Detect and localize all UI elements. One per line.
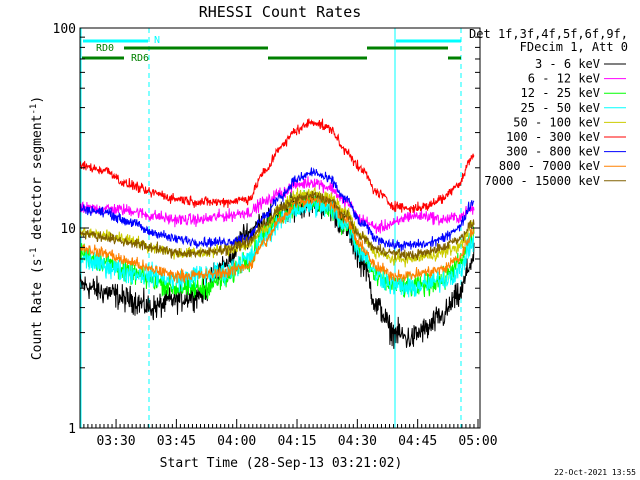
chart-title: RHESSI Count Rates xyxy=(199,3,362,21)
legend-label: 3 - 6 keV xyxy=(535,57,600,71)
x-tick-label: 03:30 xyxy=(96,434,135,449)
x-tick-label: 04:45 xyxy=(398,434,437,449)
rd6-mark-label: RD6 xyxy=(131,53,149,64)
legend-header-line-1: Det 1f,3f,4f,5f,6f,9f, xyxy=(469,27,628,41)
y-tick-label: 1 xyxy=(68,422,76,437)
y-axis-label-sup2: -1 xyxy=(29,104,39,115)
legend-label: 100 - 300 keV xyxy=(506,130,600,144)
legend-label: 800 - 7000 keV xyxy=(499,159,600,173)
y-axis-label-part3: ) xyxy=(30,96,45,104)
n-mark-label: N xyxy=(154,35,160,46)
x-tick-label: 03:45 xyxy=(157,434,196,449)
legend-label: 12 - 25 keV xyxy=(521,86,600,100)
x-tick-label: 05:00 xyxy=(458,434,497,449)
series-line-7 xyxy=(80,194,475,284)
plot-frame xyxy=(79,27,481,429)
attenuator-markers: N RD0 RD6 xyxy=(80,28,462,428)
x-tick-label: 04:30 xyxy=(338,434,377,449)
y-axis-label-sup1: -1 xyxy=(29,248,39,259)
legend-label: 50 - 100 keV xyxy=(513,115,600,129)
series-lines xyxy=(80,118,475,349)
series-line-1 xyxy=(80,176,475,234)
y-axis-label-part2: detector segment xyxy=(30,115,45,248)
y-tick-label: 10 xyxy=(60,222,76,237)
legend-label: 25 - 50 keV xyxy=(521,101,600,115)
axes: 1 10 100 03:30 03:45 04:00 04:15 04:30 04:45 05:0… xyxy=(53,22,498,449)
legend-header-line-2: FDecim 1, Att 0 xyxy=(520,40,628,54)
x-axis-label: Start Time (28-Sep-13 03:21:02) xyxy=(160,456,403,471)
x-tick-label: 04:15 xyxy=(277,434,316,449)
legend-label: 6 - 12 keV xyxy=(528,72,600,86)
series-line-5 xyxy=(80,118,475,214)
y-axis-label-part1: Count Rate (s xyxy=(30,258,45,360)
x-tick-label: 04:00 xyxy=(217,434,256,449)
y-axis-label: Count Rate (s-1 detector segment-1) xyxy=(29,96,45,360)
legend-label: 300 - 800 keV xyxy=(506,145,600,159)
legend: Det 1f,3f,4f,5f,6f,9f, FDecim 1, Att 0 3… xyxy=(469,27,628,188)
rd0-mark-label: RD0 xyxy=(96,43,114,54)
footer-date: 22-Oct-2021 13:55 xyxy=(554,468,636,477)
series-line-8 xyxy=(80,190,475,261)
series-line-6 xyxy=(80,167,475,252)
y-tick-label: 100 xyxy=(53,22,76,37)
legend-label: 7000 - 15000 keV xyxy=(484,174,600,188)
